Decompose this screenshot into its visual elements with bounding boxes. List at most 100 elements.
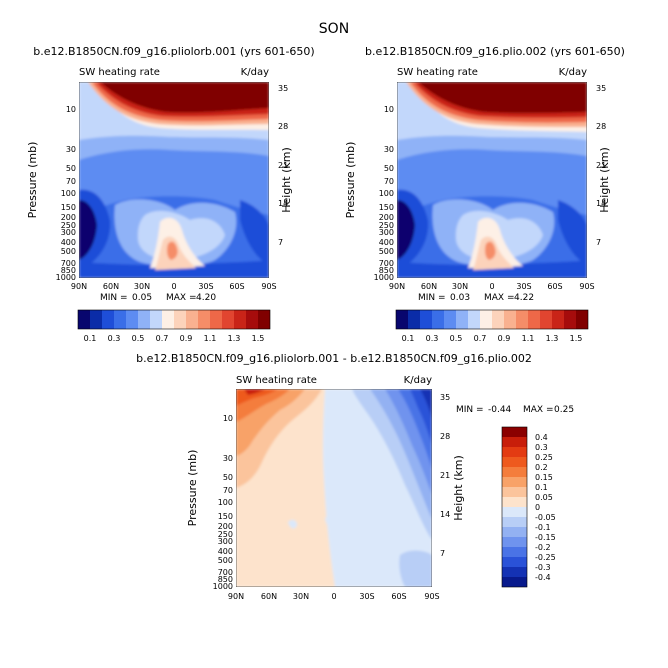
y2-tick-label: 35 [278,84,288,93]
colorbar-label: 0 [535,503,540,512]
stats: MIN = 0.03 MAX = 4.22 [418,293,534,303]
colorbar-label: 1.5 [570,334,583,343]
colorbar-swatch [258,310,270,329]
colorbar-label: 0.7 [474,334,487,343]
x-tick-label: 90S [424,592,439,601]
y-tick-label: 70 [384,177,394,186]
colorbar-swatch [138,310,150,329]
x-tick-label: 90S [579,282,594,291]
y-tick-label: 1000 [213,582,233,591]
x-tick-label: 60S [391,592,406,601]
y-tick-label: 50 [223,473,233,482]
y2-tick-label: 21 [278,161,288,170]
colorbar-label: 0.05 [535,493,553,502]
x-tick-label: 0 [489,282,494,291]
min-value: 0.05 [132,293,152,303]
y-tick-label: 250 [218,530,233,539]
axis-ticks: Pressure (mb) Height (km) 10 30 50 70 10… [26,84,293,291]
y-tick-label: 50 [66,164,76,173]
field-label: SW heating rate [236,375,317,386]
panel-top-right: b.e12.B1850CN.f09_g16.plio.002 (yrs 601-… [344,45,625,343]
colorbar-label: 0.2 [535,463,548,472]
x-tick-label: 90N [389,282,405,291]
y-tick-label: 850 [218,575,233,584]
y2-tick-label: 14 [596,199,606,208]
max-value: 4.22 [514,293,534,303]
colorbar-label: 0.5 [132,334,145,343]
contour-field [397,82,587,278]
colorbar: 0.4 0.3 0.25 0.2 0.15 0.1 0.05 0 -0.05 -… [501,426,556,588]
min-value: 0.03 [450,293,470,303]
colorbar-swatch [540,310,552,329]
colorbar-swatch [502,477,527,487]
x-tick-label: 60S [229,282,244,291]
x-tick-label: 30S [359,592,374,601]
colorbar-label: 1.3 [228,334,241,343]
colorbar-label: 1.1 [522,334,535,343]
colorbar-label: 0.5 [450,334,463,343]
y2-tick-label: 7 [440,549,445,558]
y-tick-label: 500 [61,247,76,256]
x-tick-label: 90N [71,282,87,291]
colorbar-swatch [102,310,114,329]
y-tick-label: 850 [61,266,76,275]
y2-tick-label: 28 [440,432,450,441]
field-label: SW heating rate [397,67,478,78]
stats: MIN = 0.05 MAX = 4.20 [100,293,216,303]
y2-tick-label: 7 [278,238,283,247]
max-label: MAX = [484,293,515,303]
y-tick-label: 850 [379,266,394,275]
x-tick-label: 30N [134,282,150,291]
colorbar-label: 0.15 [535,473,553,482]
colorbar-swatch [150,310,162,329]
units-label: K/day [559,67,587,78]
y2-tick-label: 7 [596,238,601,247]
panel-difference: b.e12.B1850CN.f09_g16.pliolorb.001 - b.e… [136,352,574,601]
y2-tick-label: 14 [440,510,450,519]
colorbar-swatch [502,447,527,457]
min-label: MIN = [418,293,446,303]
colorbar-swatches [395,309,589,330]
x-tick-label: 60N [421,282,437,291]
y-tick-label: 700 [379,259,394,268]
y-tick-label: 200 [379,213,394,222]
y-tick-label: 10 [384,105,394,114]
y-tick-label: 100 [218,498,233,507]
colorbar-label: -0.25 [535,553,556,562]
contour-field [79,82,269,278]
panel-title: b.e12.B1850CN.f09_g16.pliolorb.001 (yrs … [33,45,314,58]
colorbar-swatch [502,547,527,557]
colorbar-swatch [480,310,492,329]
y-tick-label: 100 [61,189,76,198]
max-label: MAX = [523,405,554,415]
y-tick-label: 200 [61,213,76,222]
min-value: -0.44 [488,405,512,415]
axis-ticks: Pressure (mb) Height (km) 10 30 50 70 10… [186,393,465,601]
x-tick-label: 60N [103,282,119,291]
colorbar-swatch [502,427,527,437]
colorbar-swatch [502,527,527,537]
colorbar-swatch [502,467,527,477]
colorbar-label: 0.9 [180,334,193,343]
colorbar-swatch [502,497,527,507]
colorbar-label: 0.1 [84,334,97,343]
colorbar-swatch [468,310,480,329]
units-label: K/day [241,67,269,78]
y-tick-label: 500 [379,247,394,256]
y-tick-label: 150 [218,512,233,521]
x-tick-label: 30N [293,592,309,601]
colorbar-swatch [492,310,504,329]
y-tick-label: 700 [61,259,76,268]
colorbar-label: 1.5 [252,334,265,343]
units-label: K/day [404,375,432,386]
y-tick-label: 30 [223,454,233,463]
colorbar-swatch [456,310,468,329]
field-label: SW heating rate [79,67,160,78]
x-tick-label: 30N [452,282,468,291]
y-tick-label: 300 [379,228,394,237]
y-axis-label: Pressure (mb) [26,142,39,219]
x-tick-label: 90S [261,282,276,291]
y2-tick-label: 28 [596,122,606,131]
y-tick-label: 10 [66,105,76,114]
